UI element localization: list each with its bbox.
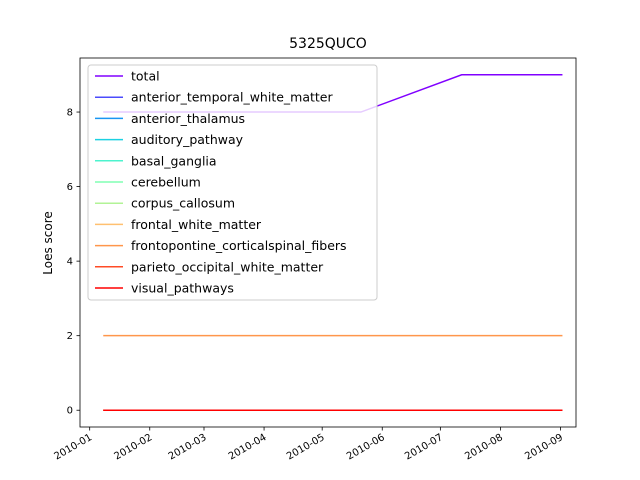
plot-frame [79, 57, 577, 428]
legend-label-frontopontine-corticalspinal-fibers: frontopontine_corticalspinal_fibers [131, 238, 347, 253]
legend-box [87, 64, 378, 301]
series-layer [103, 74, 563, 411]
legend-label-total: total [131, 69, 160, 84]
legend-label-anterior-temporal-white-matter: anterior_temporal_white_matter [131, 90, 333, 105]
legend-label-frontal-white-matter: frontal_white_matter [131, 217, 262, 232]
y-tick-label: 2 [67, 331, 73, 342]
legend: total anterior_temporal_white_matteranter… [87, 64, 378, 301]
legend-label-anterior-thalamus: anterior_thalamus [131, 111, 245, 126]
legend-label-parieto-occipital-white-matter: parieto_occipital_white_matter [131, 259, 324, 274]
y-tick-label: 0 [67, 406, 73, 417]
chart-title: 5325QUCO [289, 36, 367, 52]
legend-label-visual-pathways: visual_pathways [131, 281, 234, 296]
legend-label-auditory-pathway: auditory_pathway [131, 132, 244, 147]
y-tick-label: 4 [67, 257, 73, 268]
y-axis-label: Loes score [41, 211, 55, 275]
legend-label-basal-ganglia: basal_ganglia [131, 153, 217, 168]
y-tick-label: 8 [67, 108, 73, 119]
y-tick-label: 6 [67, 182, 73, 193]
legend-label-corpus-callosum: corpus_callosum [131, 196, 235, 211]
legend-label-cerebellum: cerebellum [131, 175, 201, 190]
